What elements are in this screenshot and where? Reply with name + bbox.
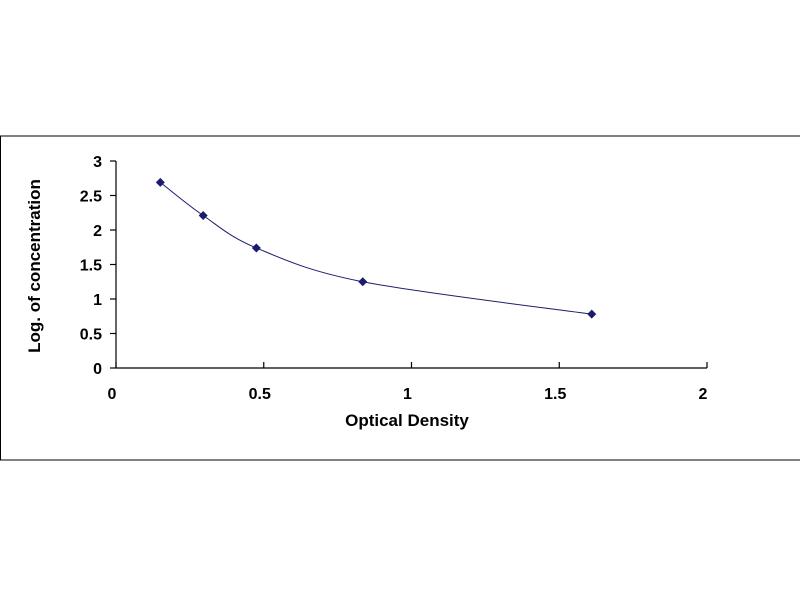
- x-tick-label: 0: [108, 386, 117, 403]
- y-tick-label: 1: [93, 292, 102, 309]
- y-axis-ticks: 0 0.5 1 1.5 2 2.5 3: [80, 154, 116, 378]
- y-tick-label: 0: [93, 361, 102, 378]
- data-point-marker: [198, 211, 208, 221]
- x-axis-title: Optical Density: [345, 411, 469, 430]
- y-tick-label: 0.5: [80, 327, 102, 344]
- data-point-marker: [251, 243, 261, 253]
- x-tick-label: 1.5: [544, 386, 566, 403]
- data-point-marker: [587, 309, 597, 319]
- data-point-marker: [358, 277, 368, 287]
- fitted-curve: [160, 181, 592, 315]
- x-tick-label: 2: [699, 386, 708, 403]
- data-point-marker: [155, 177, 165, 187]
- y-axis-title: Log. of concentration: [25, 179, 44, 353]
- y-tick-label: 1.5: [80, 258, 102, 275]
- y-tick-label: 2: [93, 223, 102, 240]
- y-tick-label: 3: [93, 154, 102, 171]
- x-tick-label: 1: [403, 386, 412, 403]
- y-tick-label: 2.5: [80, 189, 102, 206]
- x-tick-label: 0.5: [249, 386, 271, 403]
- x-axis-ticks: 0 0.5 1 1.5 2: [108, 362, 708, 403]
- data-points: [155, 177, 597, 319]
